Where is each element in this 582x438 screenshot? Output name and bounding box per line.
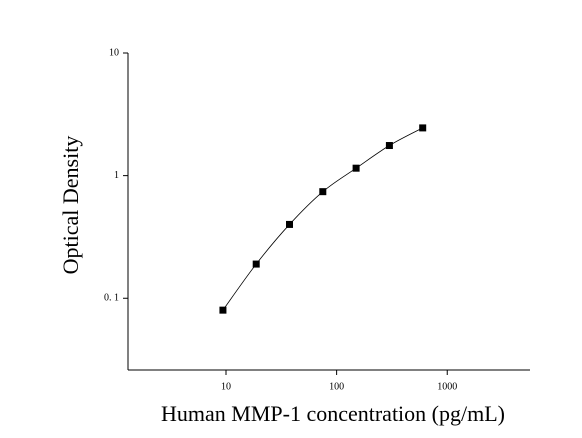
y-tick-label: 1 <box>114 170 119 181</box>
point <box>419 124 427 132</box>
x-tick-label: 100 <box>329 381 344 392</box>
fit-curve <box>222 127 423 311</box>
x-tick-label: 1000 <box>437 381 457 392</box>
point <box>219 306 227 314</box>
y-tick-label: 0. 1 <box>104 293 119 304</box>
point <box>352 164 360 172</box>
point <box>385 142 393 150</box>
y-axis-label: Optical Density <box>58 136 83 275</box>
point <box>319 188 327 196</box>
x-axis-label: Human MMP-1 concentration (pg/mL) <box>161 401 505 426</box>
x-tick-label: 10 <box>221 381 231 392</box>
y-tick-label: 10 <box>109 47 119 58</box>
point <box>252 260 260 268</box>
point <box>286 220 294 228</box>
